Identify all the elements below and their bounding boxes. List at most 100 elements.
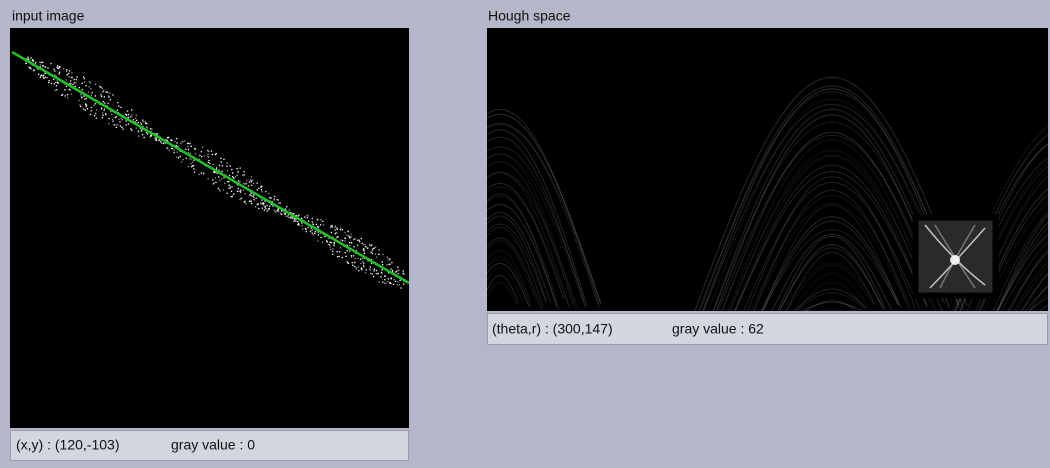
edge-point [222,165,223,166]
edge-point [234,178,235,179]
edge-point [201,156,202,157]
edge-point [157,133,158,134]
edge-point [126,115,127,116]
edge-point [375,247,376,248]
edge-point [99,86,100,87]
edge-point [57,80,58,81]
peak-point [950,255,960,265]
edge-point [213,164,214,165]
edge-point [327,241,328,242]
edge-point [227,170,228,171]
edge-point [117,102,118,103]
edge-point [40,64,41,65]
edge-point [249,201,250,202]
edge-point [77,76,78,77]
edge-point [365,272,366,273]
edge-point [253,195,254,196]
edge-point [169,150,170,151]
edge-point [138,136,139,137]
edge-point [102,88,103,89]
edge-point [403,283,404,284]
edge-point [82,83,83,84]
edge-point [58,82,59,83]
edge-point [27,57,28,58]
edge-point [308,220,309,221]
edge-point [306,215,307,216]
edge-point [95,84,96,85]
edge-point [306,231,307,232]
edge-point [223,189,224,190]
edge-point [351,257,352,258]
edge-point [145,123,146,124]
edge-point [55,82,56,83]
edge-point [178,157,179,158]
edge-point [141,124,142,125]
edge-point [314,233,315,234]
edge-point [370,266,371,267]
edge-point [352,265,353,266]
edge-point [221,178,222,179]
edge-point [204,155,205,156]
page: input image (x,y) : (120,-103) gray valu… [0,0,1050,468]
edge-point [374,268,375,269]
edge-point [203,172,204,173]
edge-point [373,248,374,249]
edge-point [212,154,213,155]
edge-point [181,161,182,162]
edge-point [89,81,90,82]
edge-point [307,227,308,228]
edge-point [382,254,383,255]
edge-point [79,100,80,101]
edge-point [229,185,230,186]
edge-point [298,223,299,224]
edge-point [240,190,241,191]
edge-point [278,203,279,204]
edge-point [67,94,68,95]
edge-point [404,274,405,275]
edge-point [208,151,209,152]
edge-point [373,276,374,277]
edge-point [71,72,72,73]
edge-point [362,258,363,259]
edge-point [177,151,178,152]
edge-point [268,193,269,194]
edge-point [357,245,358,246]
edge-point [378,281,379,282]
edge-point [265,208,266,209]
edge-point [262,208,263,209]
edge-point [69,70,70,71]
edge-point [165,143,166,144]
edge-point [130,128,131,129]
edge-point [208,154,209,155]
edge-point [323,225,324,226]
edge-point [361,238,362,239]
edge-point [138,122,139,123]
edge-point [116,124,117,125]
edge-point [376,273,377,274]
edge-point [342,257,343,258]
edge-point [230,186,231,187]
edge-point [336,228,337,229]
edge-point [53,79,54,80]
edge-point [28,58,29,59]
edge-point [248,185,249,186]
edge-point [231,169,232,170]
edge-point [94,115,95,116]
edge-point [403,271,404,272]
edge-point [214,172,215,173]
edge-point [54,83,55,84]
edge-point [211,151,212,152]
edge-point [307,217,308,218]
edge-point [58,73,59,74]
edge-point [305,228,306,229]
edge-point [388,278,389,279]
edge-point [382,273,383,274]
edge-point [101,109,102,110]
edge-point [114,124,115,125]
edge-point [128,114,129,115]
edge-point [86,106,87,107]
edge-point [382,269,383,270]
panel-title: Hough space [488,8,571,24]
edge-point [334,243,335,244]
edge-point [100,94,101,95]
